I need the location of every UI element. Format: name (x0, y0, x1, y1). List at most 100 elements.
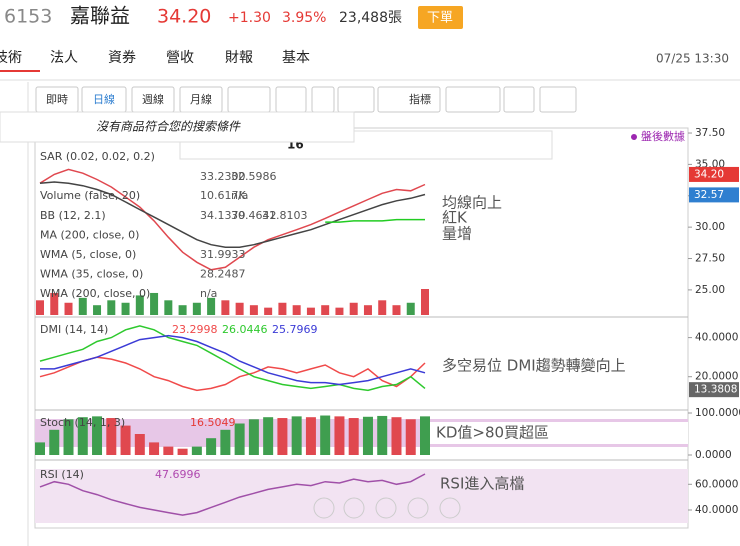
annotation: 紅K (442, 209, 468, 227)
toolbar-button[interactable] (227, 86, 271, 113)
series-line (39, 181, 426, 248)
volume-bar (221, 300, 230, 315)
annotation: RSI進入高檔 (440, 475, 524, 493)
annotation: 量增 (442, 225, 472, 243)
volume-bar (264, 307, 273, 315)
stoch-bar (291, 416, 302, 455)
tab-underline (0, 70, 40, 72)
nav-button[interactable] (313, 497, 335, 519)
nav-button[interactable] (439, 497, 461, 519)
order-button-label[interactable]: 下單 (427, 11, 453, 26)
volume-bar (306, 307, 315, 315)
volume-bar (363, 305, 372, 315)
stoch-bar (49, 429, 60, 455)
indicator-value: n/a (200, 287, 217, 300)
nav-button[interactable] (407, 497, 429, 519)
toolbar-button[interactable] (503, 86, 535, 113)
toolbar-label[interactable]: 日線 (93, 92, 115, 106)
volume-bar (278, 302, 287, 315)
toolbar-label[interactable]: 月線 (190, 92, 212, 106)
volume-bar (392, 305, 401, 315)
stoch-bar (63, 419, 74, 455)
annotation-box (430, 422, 688, 444)
tab[interactable]: 法人 (50, 50, 78, 66)
annotation: 均線向上 (442, 194, 502, 212)
tab[interactable]: 基本 (282, 49, 310, 66)
nav-button[interactable] (375, 497, 397, 519)
volume-bar (135, 295, 144, 315)
tab[interactable]: 財報 (225, 50, 253, 66)
after-hours[interactable]: 盤後數據 (641, 129, 685, 143)
chart-frame (34, 127, 689, 529)
toolbar-label[interactable]: 即時 (46, 93, 68, 106)
after-hours-dot (631, 134, 637, 140)
stoch-bar (348, 418, 359, 455)
price-tag-label: 13.3808 (694, 384, 737, 396)
indicator-label: WMA (35, close, 0) (40, 268, 143, 281)
toolbar-button[interactable] (337, 86, 375, 113)
order-button[interactable] (418, 6, 463, 29)
stoch-bar (191, 446, 202, 455)
toolbar-label[interactable]: 指標 (409, 92, 431, 106)
search-popup (0, 111, 355, 143)
y-tick-label: 0.0000 (695, 449, 732, 461)
volume-bar (164, 300, 173, 315)
y-tick-label: 27.50 (695, 253, 725, 265)
indicator-value: 32.5986 (231, 170, 277, 183)
y-tick-label: 40.0000 (695, 504, 738, 516)
stoch-bar (248, 419, 259, 455)
indicator-label: BB (12, 2.1) (40, 209, 106, 222)
stoch-bar (220, 429, 231, 455)
series-line (39, 356, 426, 392)
indicator-value: 30.4642 (231, 209, 277, 222)
tab[interactable]: 資券 (108, 50, 136, 66)
annotation: 多空易位 DMI趨勢轉變向上 (442, 357, 626, 375)
toolbar-label[interactable]: 週線 (142, 92, 164, 106)
series-line (39, 325, 426, 392)
stoch-bar (149, 442, 160, 455)
volume-bar (235, 302, 244, 315)
stoch-bar (92, 416, 103, 455)
indicator-value: 33.2300 (200, 170, 246, 183)
volume-bar (207, 297, 216, 315)
stoch-bar (305, 417, 316, 455)
toolbar-button[interactable] (311, 86, 335, 113)
toolbar-button[interactable] (445, 86, 501, 113)
toolbar-button[interactable] (539, 86, 577, 113)
stoch-bar (334, 416, 345, 455)
toolbar-button[interactable] (377, 86, 441, 113)
y-tick-label: 40.0000 (695, 332, 738, 344)
y-tick-label: 30.00 (695, 221, 725, 233)
stoch-bar (177, 448, 188, 455)
tab[interactable]: 技術 (0, 50, 22, 66)
indicator-label: MA (200, close, 0) (40, 228, 139, 241)
stoch-bar (234, 423, 245, 455)
stock-code: 6153 (4, 6, 52, 28)
indicator-label: SAR (0.02, 0.02, 0.2) (40, 150, 155, 163)
tab[interactable]: 營收 (166, 50, 194, 66)
volume-bar (150, 292, 159, 315)
indicator-value: 31.8103 (262, 209, 308, 222)
price-tag-label: 32.57 (694, 189, 724, 201)
stock-name: 嘉聯益 (70, 4, 130, 28)
nav-button[interactable] (343, 497, 365, 519)
panel-label: DMI (14, 14) (40, 323, 108, 336)
volume-bar (421, 289, 429, 315)
y-tick-label: 20.0000 (695, 371, 738, 383)
volume-bar (378, 300, 387, 315)
annotation: KD值>80買超區 (436, 424, 549, 442)
price: 34.20 (157, 6, 211, 28)
indicator-value: n/a (231, 189, 248, 202)
volume-bar (50, 292, 59, 315)
stoch-bar (320, 415, 331, 455)
plot-area: 37.5035.0032.5030.0027.5025.0034.2032.57… (34, 127, 740, 529)
series-line (39, 168, 426, 271)
overlays: 盤後數據 16 沒有商品符合您的搜索條件 SAR (0.02, 0.02, 0.… (0, 111, 688, 519)
toolbar-button[interactable] (275, 86, 307, 113)
price-tag (689, 382, 739, 398)
stoch-bar (163, 446, 174, 455)
toolbar: 即時 日線 週線 月線 指標 (35, 86, 577, 113)
percent: 3.95% (282, 10, 326, 26)
stoch-bar (263, 417, 274, 455)
